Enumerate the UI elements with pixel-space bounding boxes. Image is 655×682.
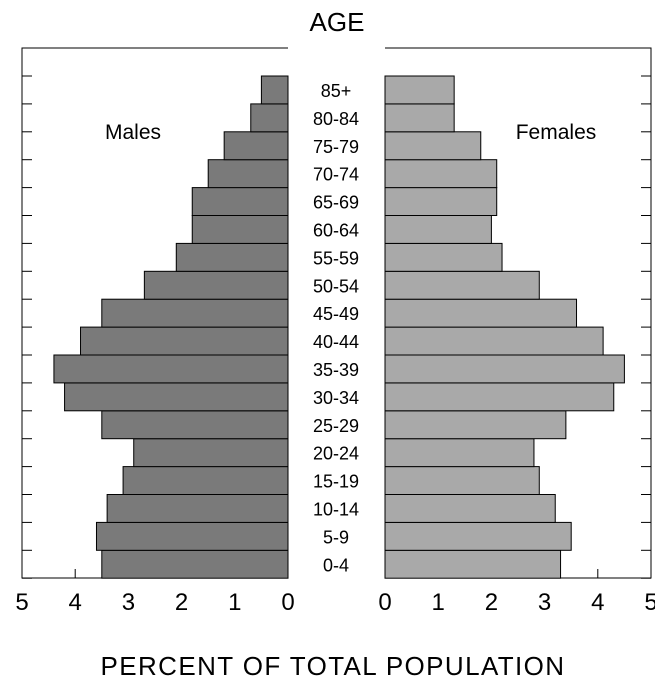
age-label-10-14: 10-14 — [313, 499, 359, 519]
males-x-tick-label: 0 — [281, 589, 294, 616]
age-label-45-49: 45-49 — [313, 304, 359, 324]
male-bar-55-59 — [175, 242, 289, 272]
plot-layer: 5 4 3 2 1 0 0 1 2 3 4 5 0-4 5-9 10-14 15-19 20-24 25-29 30… — [15, 47, 655, 616]
age-label-0-4: 0-4 — [323, 555, 349, 575]
male-bar-25-29 — [101, 410, 289, 440]
male-bar-80-84 — [250, 103, 289, 133]
females-x-tick-label: 3 — [538, 589, 551, 616]
chart-title: AGE — [310, 7, 365, 37]
female-bar-80-84 — [384, 103, 455, 133]
age-label-50-54: 50-54 — [313, 276, 359, 296]
age-label-80-84: 80-84 — [313, 109, 359, 129]
female-bar-20-24 — [384, 438, 535, 468]
age-label-60-64: 60-64 — [313, 220, 359, 240]
male-bar-10-14 — [106, 494, 289, 523]
age-label-15-19: 15-19 — [313, 472, 359, 492]
age-label-35-39: 35-39 — [313, 360, 359, 380]
males-x-tick-label: 4 — [69, 589, 82, 616]
age-label-30-34: 30-34 — [313, 388, 359, 408]
females-x-tick-label: 1 — [432, 589, 445, 616]
female-bar-10-14 — [384, 494, 556, 523]
female-bar-35-39 — [384, 354, 625, 384]
male-bar-20-24 — [133, 438, 289, 468]
age-label-75-79: 75-79 — [313, 137, 359, 157]
age-label-5-9: 5-9 — [323, 527, 349, 547]
age-label-55-59: 55-59 — [313, 248, 359, 268]
female-bar-50-54 — [384, 270, 540, 300]
females-x-tick-label: 4 — [591, 589, 604, 616]
age-label-65-69: 65-69 — [313, 193, 359, 213]
female-bar-55-59 — [384, 242, 503, 272]
female-bar-85+ — [384, 75, 455, 105]
male-bar-60-64 — [191, 215, 289, 244]
male-bar-30-34 — [64, 382, 289, 412]
females-x-tick-label: 0 — [378, 589, 391, 616]
male-bar-45-49 — [101, 298, 289, 328]
female-bar-15-19 — [384, 466, 540, 496]
males-x-tick-label: 5 — [15, 589, 28, 616]
females-x-tick-label: 2 — [485, 589, 498, 616]
age-label-40-44: 40-44 — [313, 332, 359, 352]
males-x-tick-label: 1 — [228, 589, 241, 616]
age-label-70-74: 70-74 — [313, 165, 359, 185]
age-label-20-24: 20-24 — [313, 444, 359, 464]
males-series-label: Males — [105, 121, 161, 144]
females-series-label: Females — [516, 121, 597, 144]
male-bar-85+ — [260, 75, 289, 105]
female-bar-45-49 — [384, 298, 578, 328]
female-bar-70-74 — [384, 159, 498, 189]
male-bar-65-69 — [191, 187, 289, 217]
female-bar-25-29 — [384, 410, 567, 440]
female-bar-0-4 — [384, 549, 562, 579]
male-bar-50-54 — [143, 270, 289, 300]
female-bar-60-64 — [384, 215, 492, 244]
males-x-tick-label: 2 — [175, 589, 188, 616]
male-bar-15-19 — [122, 466, 289, 496]
age-label-85+: 85+ — [321, 81, 352, 101]
female-bar-30-34 — [384, 382, 615, 412]
male-bar-0-4 — [101, 549, 289, 579]
male-bar-70-74 — [207, 159, 289, 189]
males-x-tick-label: 3 — [122, 589, 135, 616]
female-bar-5-9 — [384, 521, 572, 551]
male-bar-40-44 — [80, 326, 289, 356]
female-bar-75-79 — [384, 131, 482, 161]
females-x-tick-label: 5 — [644, 589, 655, 616]
male-bar-75-79 — [223, 131, 289, 161]
female-bar-40-44 — [384, 326, 604, 356]
female-bar-65-69 — [384, 187, 498, 217]
age-label-25-29: 25-29 — [313, 416, 359, 436]
male-bar-35-39 — [53, 354, 289, 384]
male-bar-5-9 — [95, 521, 289, 551]
x-axis-label: PERCENT OF TOTAL POPULATION — [101, 651, 566, 681]
